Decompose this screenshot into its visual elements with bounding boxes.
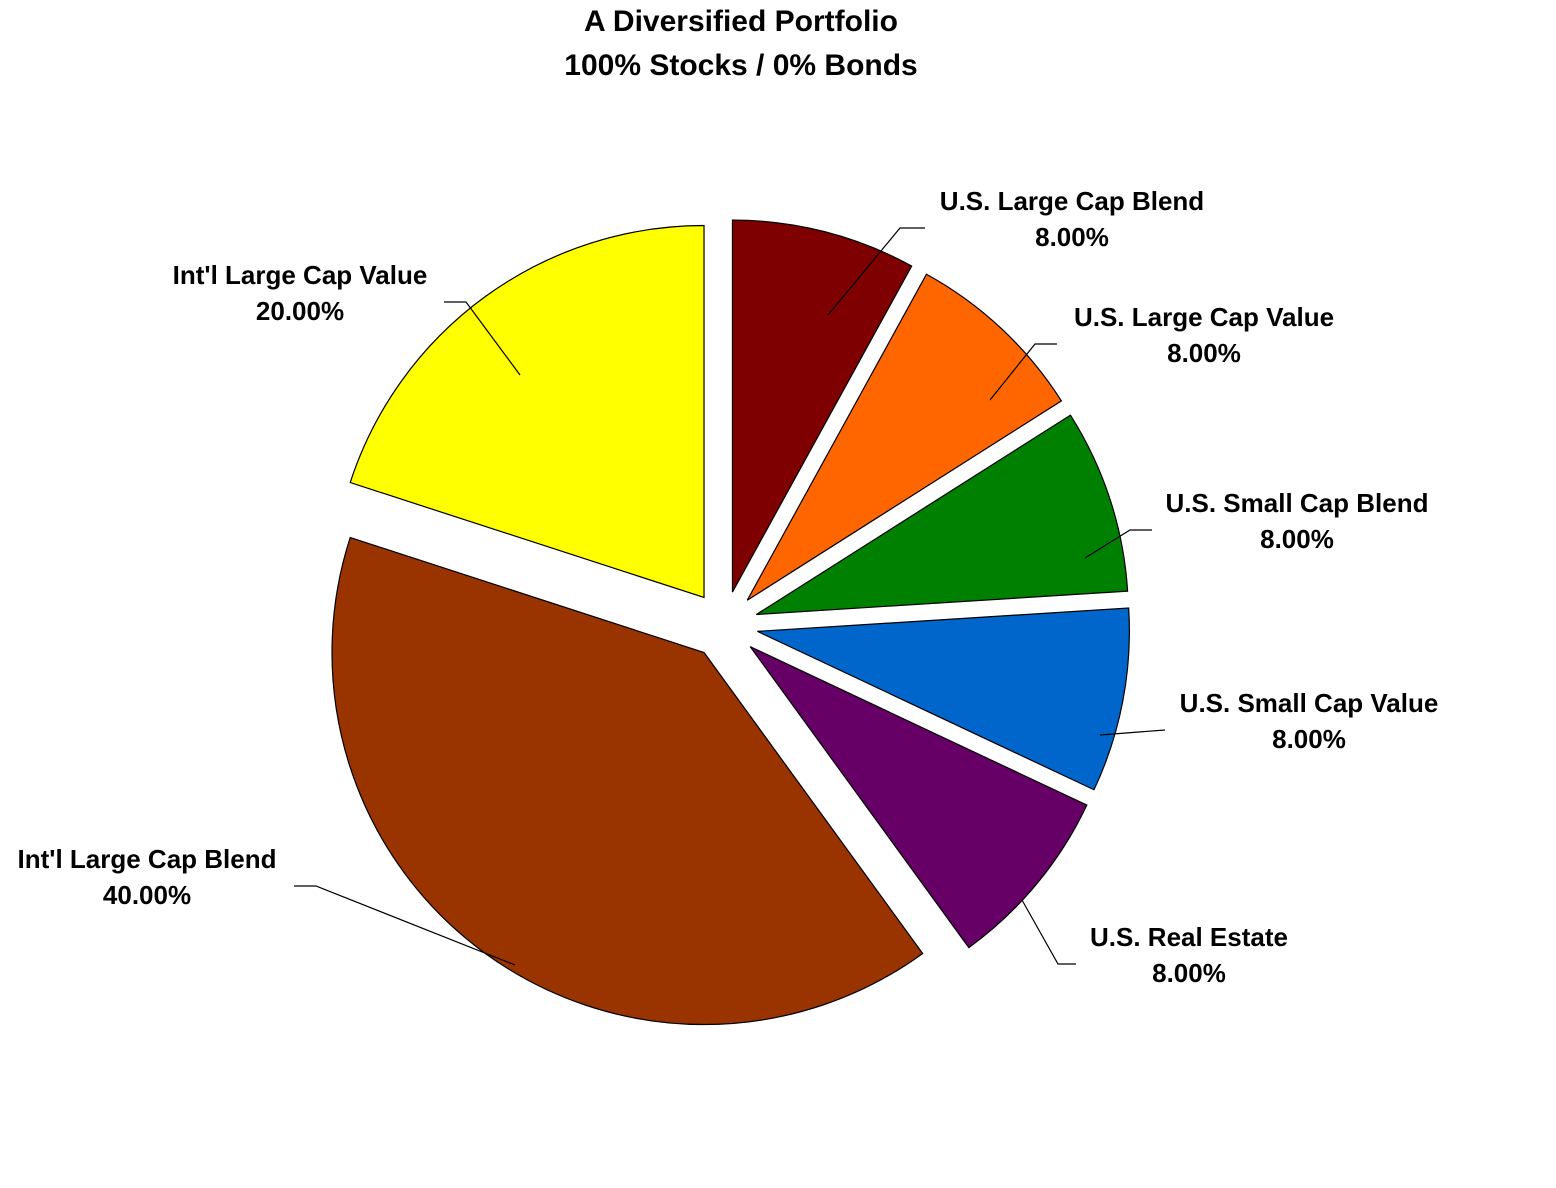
pie-slice [746,273,1063,601]
leader-line [1021,899,1076,965]
leader-line [294,885,516,966]
slice-name-label: U.S. Large Cap Blend [940,186,1204,216]
slice-value-label: 8.00% [1260,524,1334,554]
slice-value-label: 40.00% [103,880,191,910]
pie-slice [756,414,1129,616]
slice-name-label: U.S. Large Cap Value [1074,302,1334,332]
leader-line [989,343,1057,401]
chart-title: A Diversified Portfolio [584,5,898,38]
slice-name-label: Int'l Large Cap Blend [18,844,277,874]
slice-value-label: 8.00% [1167,338,1241,368]
pie-slice [331,536,924,1026]
labels-layer: U.S. Large Cap Blend 8.00% U.S. Large Cap … [18,186,1439,988]
slice-value-label: 8.00% [1035,222,1109,252]
slice-value-label: 8.00% [1152,958,1226,988]
leader-line [827,227,925,316]
pie-slice [349,224,705,599]
leader-line [444,301,521,376]
slice-value-label: 8.00% [1272,724,1346,754]
slice-name-label: U.S. Real Estate [1090,922,1288,952]
pie-slice [749,646,1088,949]
slice-name-label: U.S. Small Cap Value [1180,688,1439,718]
leader-line [1099,729,1166,736]
pie-slice [731,219,913,593]
chart-subtitle: 100% Stocks / 0% Bonds [564,49,917,82]
slices-layer [331,219,1130,1026]
slice-name-label: U.S. Small Cap Blend [1166,488,1429,518]
slice-value-label: 20.00% [256,296,344,326]
slice-name-label: Int'l Large Cap Value [173,260,428,290]
leader-line [1084,529,1152,559]
pie-slice [757,607,1130,791]
leader-lines-layer [294,227,1166,966]
